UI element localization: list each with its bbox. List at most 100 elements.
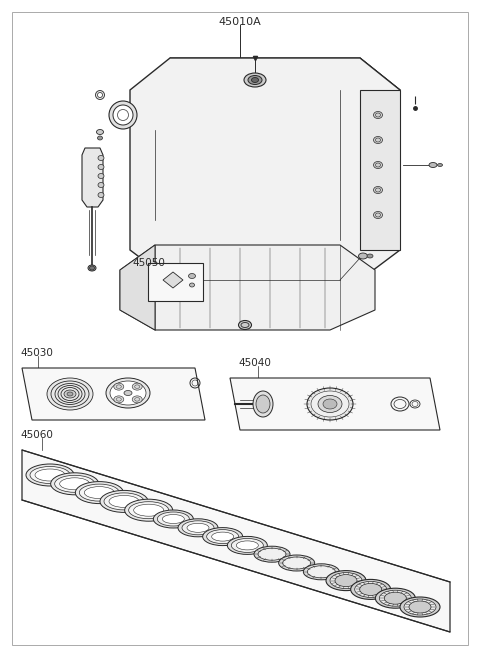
Polygon shape [22, 450, 450, 632]
Ellipse shape [106, 378, 150, 408]
Ellipse shape [98, 183, 104, 187]
Ellipse shape [258, 548, 286, 560]
Ellipse shape [404, 599, 436, 615]
Ellipse shape [104, 493, 144, 510]
Ellipse shape [244, 73, 266, 87]
Ellipse shape [307, 566, 336, 578]
Ellipse shape [67, 392, 73, 396]
Polygon shape [230, 378, 440, 430]
Ellipse shape [132, 383, 142, 390]
Ellipse shape [129, 502, 168, 519]
Polygon shape [22, 368, 205, 420]
Ellipse shape [231, 538, 264, 552]
Ellipse shape [114, 383, 124, 390]
Ellipse shape [359, 253, 368, 259]
Ellipse shape [375, 588, 415, 608]
Polygon shape [170, 58, 400, 90]
Text: 45060: 45060 [20, 430, 53, 440]
Polygon shape [170, 58, 210, 250]
Polygon shape [170, 58, 360, 220]
Ellipse shape [153, 510, 193, 528]
Ellipse shape [64, 390, 76, 398]
Ellipse shape [355, 582, 387, 597]
Ellipse shape [114, 396, 124, 403]
Ellipse shape [373, 111, 383, 119]
Ellipse shape [133, 504, 164, 516]
Ellipse shape [55, 383, 85, 405]
Text: 45040: 45040 [238, 358, 271, 368]
Text: 45050: 45050 [132, 258, 165, 268]
Ellipse shape [58, 386, 82, 403]
Ellipse shape [97, 136, 103, 140]
Polygon shape [360, 58, 400, 250]
Ellipse shape [110, 381, 146, 405]
Ellipse shape [30, 466, 70, 483]
Ellipse shape [253, 391, 273, 417]
Polygon shape [120, 245, 375, 330]
Ellipse shape [409, 601, 431, 613]
Ellipse shape [318, 396, 342, 413]
Ellipse shape [61, 388, 79, 400]
Ellipse shape [303, 564, 339, 580]
Ellipse shape [51, 381, 89, 407]
Ellipse shape [283, 557, 311, 569]
Ellipse shape [190, 283, 194, 287]
Ellipse shape [254, 546, 290, 562]
Ellipse shape [379, 590, 411, 606]
Ellipse shape [373, 136, 383, 143]
Ellipse shape [373, 187, 383, 193]
Ellipse shape [178, 519, 218, 537]
Polygon shape [120, 245, 155, 330]
Polygon shape [130, 58, 400, 280]
Ellipse shape [187, 523, 209, 533]
Ellipse shape [98, 164, 104, 170]
Ellipse shape [323, 399, 337, 409]
Ellipse shape [307, 388, 353, 420]
Ellipse shape [35, 469, 65, 481]
Ellipse shape [96, 90, 105, 100]
Ellipse shape [360, 584, 382, 595]
Ellipse shape [109, 495, 139, 508]
Ellipse shape [98, 174, 104, 179]
Ellipse shape [84, 487, 114, 498]
Ellipse shape [252, 77, 259, 83]
Ellipse shape [182, 521, 214, 534]
Ellipse shape [373, 212, 383, 219]
Ellipse shape [207, 530, 239, 544]
Ellipse shape [100, 491, 148, 512]
Polygon shape [360, 90, 400, 250]
Ellipse shape [157, 512, 189, 526]
Ellipse shape [256, 395, 270, 413]
Polygon shape [163, 272, 183, 288]
Ellipse shape [203, 527, 243, 546]
Ellipse shape [109, 101, 137, 129]
Ellipse shape [330, 572, 362, 589]
Ellipse shape [236, 541, 258, 550]
Ellipse shape [373, 162, 383, 168]
Ellipse shape [351, 580, 391, 599]
Ellipse shape [384, 592, 407, 604]
Text: 45010A: 45010A [218, 17, 262, 27]
Ellipse shape [47, 378, 93, 410]
Ellipse shape [124, 390, 132, 396]
Ellipse shape [60, 477, 90, 490]
Ellipse shape [367, 254, 373, 258]
Ellipse shape [239, 320, 252, 329]
Ellipse shape [212, 532, 234, 541]
Ellipse shape [26, 464, 74, 486]
Ellipse shape [98, 155, 104, 160]
Ellipse shape [132, 396, 142, 403]
Polygon shape [82, 148, 103, 207]
Ellipse shape [311, 391, 349, 417]
Ellipse shape [88, 265, 96, 271]
Ellipse shape [97, 92, 103, 98]
Ellipse shape [400, 597, 440, 617]
Ellipse shape [125, 499, 173, 521]
Bar [148, 263, 203, 301]
Ellipse shape [51, 473, 99, 495]
Ellipse shape [96, 130, 104, 134]
Ellipse shape [429, 162, 437, 168]
Text: 45030: 45030 [20, 348, 53, 358]
Ellipse shape [55, 476, 95, 493]
Ellipse shape [98, 193, 104, 198]
